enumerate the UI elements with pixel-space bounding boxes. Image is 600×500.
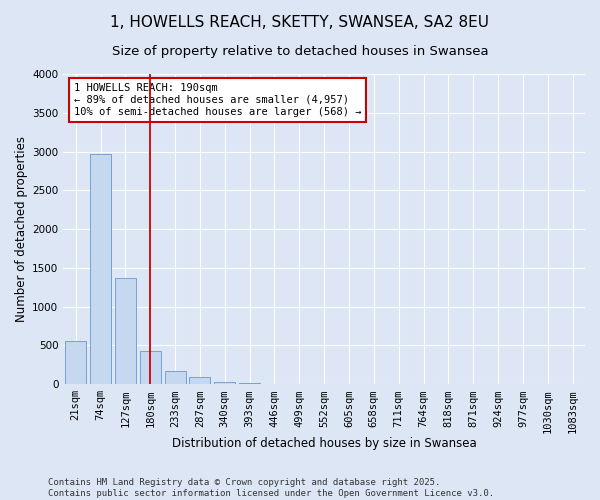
Bar: [90, 154, 111, 384]
Text: Size of property relative to detached houses in Swansea: Size of property relative to detached ho…: [112, 45, 488, 58]
Bar: [140, 351, 161, 384]
Bar: [65, 341, 86, 384]
Bar: [239, 383, 260, 384]
Bar: [115, 278, 136, 384]
Text: 1, HOWELLS REACH, SKETTY, SWANSEA, SA2 8EU: 1, HOWELLS REACH, SKETTY, SWANSEA, SA2 8…: [110, 15, 490, 30]
Bar: [214, 382, 235, 384]
Bar: [190, 377, 211, 384]
Y-axis label: Number of detached properties: Number of detached properties: [15, 136, 28, 322]
Bar: [164, 370, 185, 384]
X-axis label: Distribution of detached houses by size in Swansea: Distribution of detached houses by size …: [172, 437, 476, 450]
Text: Contains HM Land Registry data © Crown copyright and database right 2025.
Contai: Contains HM Land Registry data © Crown c…: [48, 478, 494, 498]
Text: 1 HOWELLS REACH: 190sqm
← 89% of detached houses are smaller (4,957)
10% of semi: 1 HOWELLS REACH: 190sqm ← 89% of detache…: [74, 84, 361, 116]
